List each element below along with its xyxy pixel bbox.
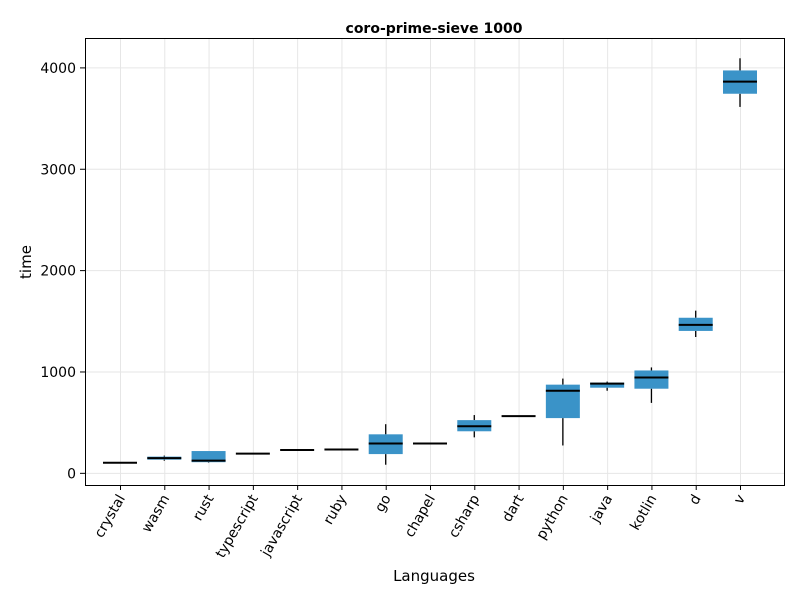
- x-tick-label: go: [372, 492, 395, 515]
- y-axis-label: time: [17, 245, 35, 279]
- y-tick-label: 0: [67, 466, 76, 482]
- x-tick-label: python: [533, 492, 571, 542]
- box-rust: [191, 451, 226, 463]
- x-tick-label: javascript: [258, 492, 307, 560]
- x-tick-label: d: [686, 492, 704, 508]
- box-body: [191, 451, 226, 463]
- box-go: [368, 424, 403, 465]
- box-wasm: [147, 455, 182, 461]
- box-python: [545, 378, 580, 446]
- x-tick-label: kotlin: [627, 492, 660, 533]
- box-body: [545, 384, 580, 419]
- y-tick-label: 2000: [40, 264, 76, 280]
- x-axis-label: Languages: [393, 567, 475, 585]
- box-v: [723, 58, 757, 107]
- x-tick-label: wasm: [139, 492, 173, 535]
- x-tick-label: java: [587, 492, 616, 526]
- chart-title: coro-prime-sieve 1000: [346, 21, 523, 37]
- x-tick-label: v: [731, 492, 749, 507]
- x-tick-label: typescript: [213, 492, 262, 561]
- box-body: [590, 382, 625, 388]
- y-tick-label: 4000: [40, 61, 76, 77]
- x-tick-label: csharp: [446, 492, 483, 541]
- box-d: [678, 310, 713, 338]
- y-tick-label: 1000: [40, 365, 76, 381]
- grid-lines: [85, 38, 784, 485]
- box-kotlin: [634, 367, 669, 403]
- box-body: [634, 370, 669, 389]
- x-tick-label: chapel: [402, 492, 439, 540]
- y-axis: 0 1000 2000 3000 4000: [40, 61, 85, 482]
- box-java: [590, 381, 625, 391]
- plot-frame: [85, 38, 785, 486]
- x-tick-label: dart: [499, 492, 527, 525]
- x-tick-label: ruby: [321, 492, 351, 528]
- box-series: [103, 58, 757, 465]
- y-tick-label: 3000: [40, 162, 76, 178]
- x-tick-label: rust: [190, 492, 218, 524]
- x-tick-label: crystal: [92, 492, 129, 541]
- box-csharp: [457, 415, 492, 438]
